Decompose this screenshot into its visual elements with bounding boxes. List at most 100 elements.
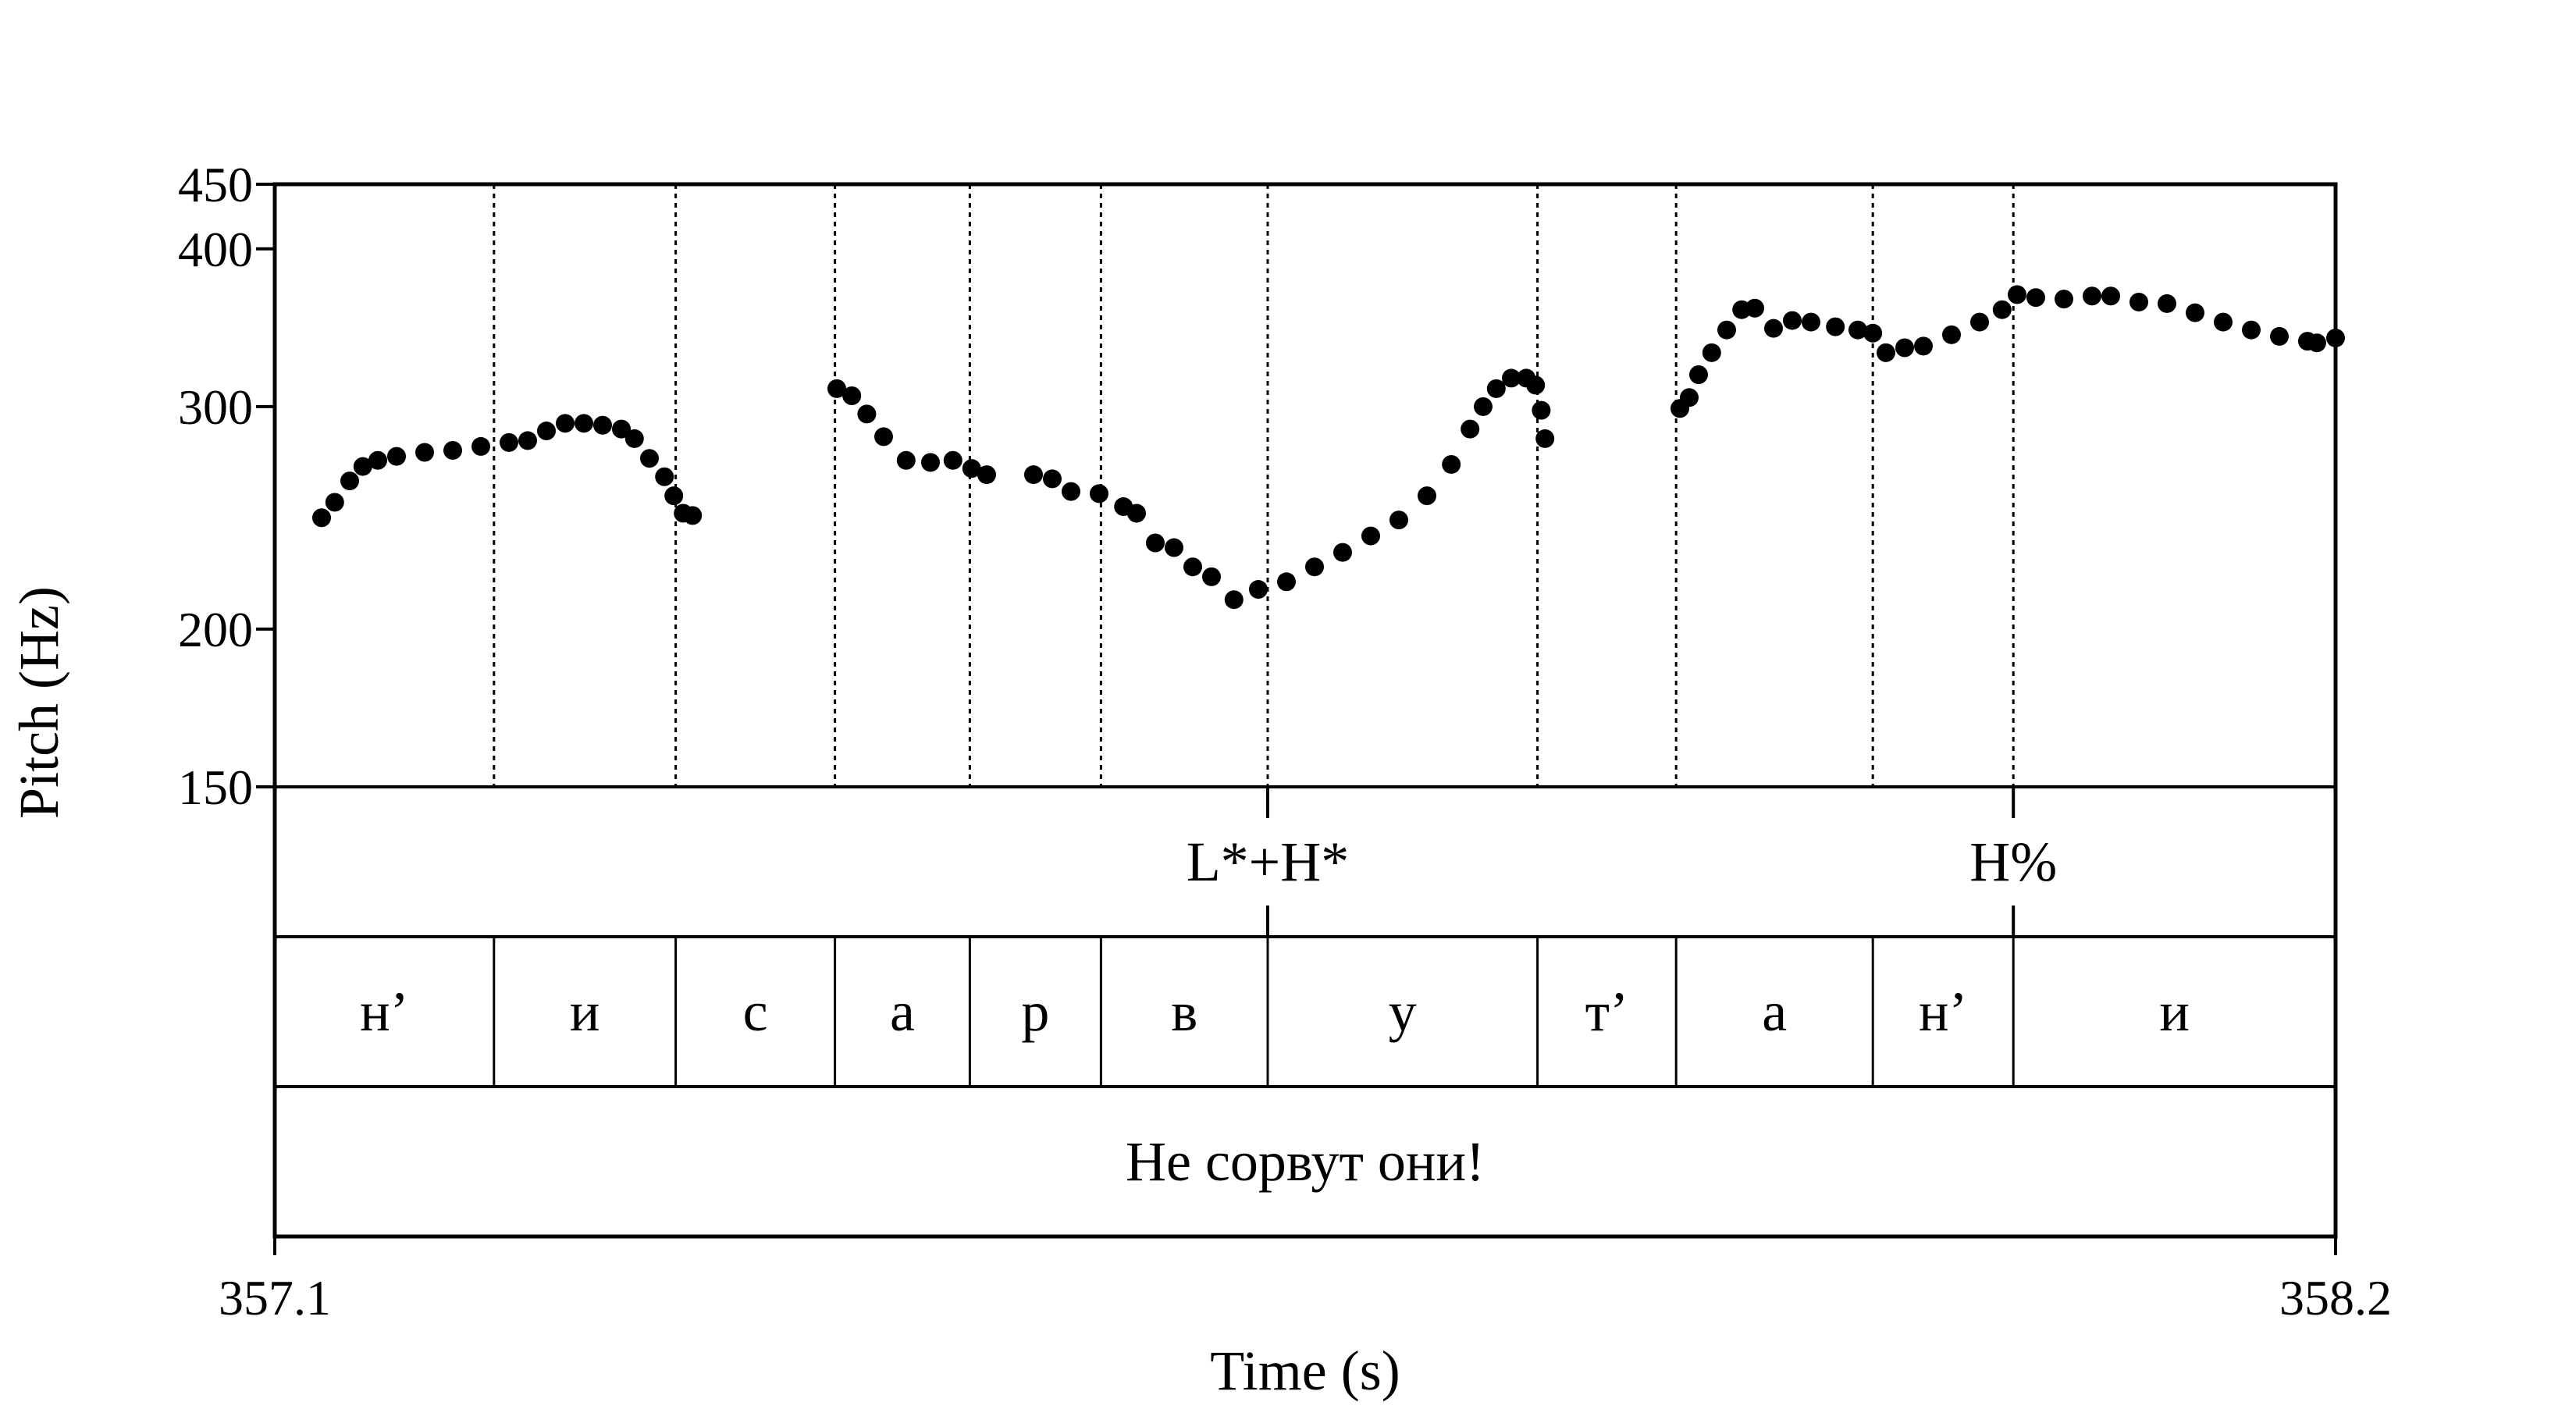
pitch-point xyxy=(325,493,344,512)
pitch-point xyxy=(2186,303,2204,322)
pitch-point xyxy=(1764,318,1783,338)
word-label: Не сорвут они! xyxy=(1126,1130,1485,1193)
pitch-point xyxy=(2270,326,2289,346)
pitch-point xyxy=(575,414,593,433)
segment-label: в xyxy=(1171,980,1197,1043)
pitch-point xyxy=(2214,312,2233,332)
pitch-point xyxy=(1361,526,1380,546)
pitch-point xyxy=(2101,286,2120,306)
pitch-point xyxy=(1689,365,1708,384)
pitch-point xyxy=(1802,312,1820,332)
pitch-point xyxy=(1474,397,1493,416)
pitch-point xyxy=(518,431,537,450)
pitch-point xyxy=(640,449,659,468)
pitch-point xyxy=(1826,317,1845,336)
pitch-point xyxy=(1863,323,1883,343)
pitch-point xyxy=(537,422,556,441)
pitch-point xyxy=(1680,388,1699,407)
pitch-point xyxy=(827,379,846,398)
y-axis-title: Pitch (Hz) xyxy=(8,586,70,819)
segment-label: у xyxy=(1389,980,1417,1043)
pitch-point xyxy=(962,459,981,479)
pitch-point xyxy=(556,414,575,433)
pitch-point xyxy=(2083,286,2101,306)
pitch-point xyxy=(1146,533,1165,553)
y-tick-label: 150 xyxy=(178,760,253,815)
pitch-point xyxy=(2026,288,2045,308)
pitch-point xyxy=(1224,590,1244,610)
pitch-point xyxy=(1848,320,1867,340)
segment-label: и xyxy=(2159,980,2190,1043)
pitch-point xyxy=(2307,333,2326,353)
pitch-point xyxy=(1895,338,1914,358)
pitch-point xyxy=(896,450,916,470)
segment-label: и xyxy=(570,980,600,1043)
pitch-point xyxy=(1277,572,1296,592)
x-tick-label: 358.2 xyxy=(2279,1270,2392,1325)
pitch-point xyxy=(1165,538,1183,557)
pitch-point xyxy=(415,443,434,462)
pitch-point xyxy=(353,457,372,476)
pitch-point xyxy=(1942,325,1961,344)
pitch-point xyxy=(624,429,644,448)
pitch-point xyxy=(1532,400,1551,420)
pitch-point xyxy=(1535,429,1555,448)
tone-label: H% xyxy=(1969,831,2057,893)
pitch-point xyxy=(1202,567,1221,586)
pitch-point xyxy=(2008,285,2026,304)
pitch-point xyxy=(1333,543,1352,562)
pitch-point xyxy=(443,440,462,460)
pitch-point xyxy=(1745,298,1764,318)
plot-frame xyxy=(272,182,2338,1239)
pitch-point xyxy=(612,419,631,439)
pitch-point xyxy=(1024,465,1043,485)
pitch-point xyxy=(2055,290,2073,309)
segment-label: р xyxy=(1021,980,1049,1043)
segment-label: н’ xyxy=(1919,980,1968,1043)
pitch-point xyxy=(368,450,387,470)
pitch-point xyxy=(2129,292,2148,311)
y-tick-label: 450 xyxy=(178,157,253,212)
x-axis-title: Time (s) xyxy=(1210,1340,1400,1402)
pitch-point xyxy=(340,471,359,491)
segment-label: а xyxy=(890,980,915,1043)
pitch-point xyxy=(1442,454,1461,474)
pitch-point xyxy=(593,415,612,435)
pitch-point xyxy=(857,404,877,424)
pitch-point xyxy=(1717,320,1736,340)
pitch-point xyxy=(2158,294,2176,313)
segment-label: а xyxy=(1762,980,1787,1043)
pitch-point xyxy=(1877,343,1895,362)
pitch-point xyxy=(655,467,674,486)
pitch-point xyxy=(1249,580,1268,600)
pitch-point xyxy=(312,508,331,528)
y-tick-label: 200 xyxy=(178,602,253,657)
pitch-point xyxy=(943,450,962,470)
pitch-point xyxy=(1992,300,2012,319)
segment-label: н’ xyxy=(360,980,409,1043)
pitch-point xyxy=(683,506,703,525)
pitch-point xyxy=(921,453,940,472)
pitch-point xyxy=(387,447,406,466)
pitch-point xyxy=(1526,375,1546,395)
pitch-point xyxy=(471,436,490,456)
pitch-point xyxy=(1183,557,1202,577)
pitch-point xyxy=(1502,368,1521,388)
pitch-point xyxy=(664,486,684,506)
y-tick-label: 300 xyxy=(178,379,253,435)
pitch-point xyxy=(500,432,518,452)
pitch-point xyxy=(1127,503,1146,523)
segment-label: т’ xyxy=(1585,980,1628,1043)
pitch-point xyxy=(1305,557,1324,577)
pitch-point xyxy=(977,465,996,485)
pitch-point xyxy=(842,386,862,406)
pitch-point xyxy=(1486,379,1506,398)
pitch-point xyxy=(1783,311,1802,330)
tone-label: L*+H* xyxy=(1187,831,1350,893)
pitch-point xyxy=(1914,336,1933,356)
pitch-point xyxy=(1418,486,1436,506)
pitch-point xyxy=(1461,419,1480,439)
pitch-point xyxy=(1970,312,1989,332)
segment-label: с xyxy=(743,980,768,1043)
